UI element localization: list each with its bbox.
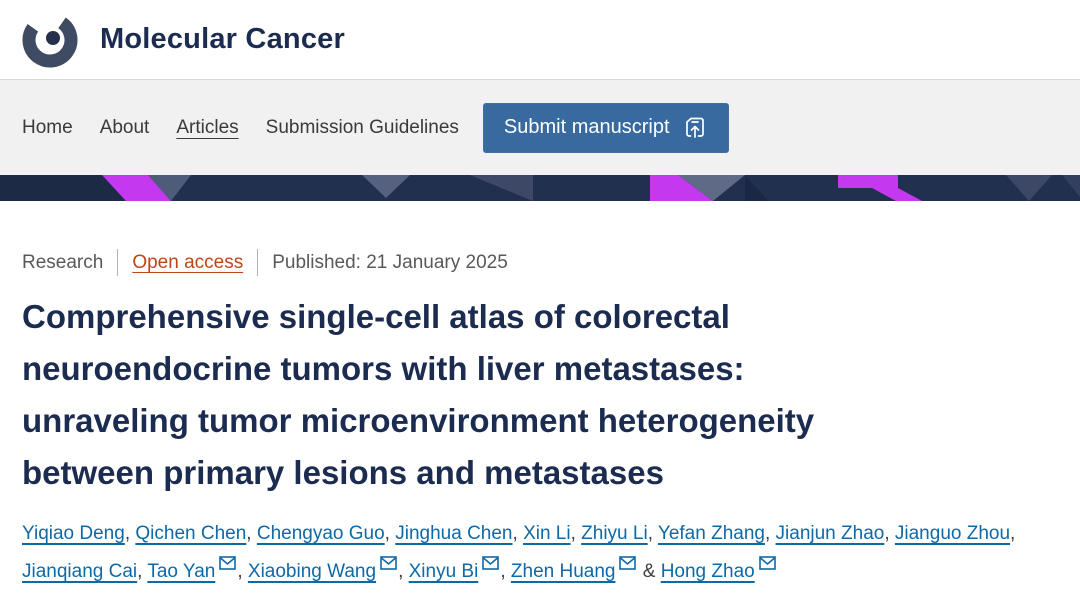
author-separator: ,	[764, 523, 776, 544]
email-icon-wrap[interactable]	[758, 556, 776, 570]
email-icon[interactable]	[619, 556, 637, 570]
open-access-link[interactable]: Open access	[132, 251, 244, 273]
email-icon[interactable]	[758, 556, 776, 570]
author-separator: ,	[124, 523, 136, 544]
author-separator: ,	[500, 561, 511, 582]
meta-divider	[257, 249, 259, 276]
author-link[interactable]: Jianjun Zhao	[775, 523, 885, 544]
author-link[interactable]: Chengyao Guo	[256, 523, 385, 544]
submit-manuscript-icon	[685, 117, 704, 138]
author-link[interactable]: Jianguo Zhou	[894, 523, 1011, 544]
journal-title: Molecular Cancer	[100, 23, 345, 55]
author-separator: ,	[647, 523, 658, 544]
article-header: Research Open access Published: 21 Janua…	[0, 201, 1080, 591]
author-link[interactable]: Jianqiang Cai	[22, 561, 138, 582]
email-icon-wrap[interactable]	[380, 556, 397, 570]
email-icon-wrap[interactable]	[482, 556, 500, 570]
author-separator: ,	[570, 523, 582, 544]
nav-item-about[interactable]: About	[99, 116, 150, 138]
published-date: Published: 21 January 2025	[272, 251, 508, 273]
author-separator: &	[637, 561, 661, 582]
author-separator: ,	[1010, 523, 1016, 544]
author-separator: ,	[137, 561, 148, 582]
submit-manuscript-label: Submit manuscript	[503, 116, 670, 138]
email-icon[interactable]	[482, 556, 500, 570]
email-icon-wrap[interactable]	[219, 556, 237, 570]
author-link[interactable]: Xiaobing Wang	[247, 561, 377, 582]
author-link[interactable]: Hong Zhao	[660, 561, 755, 582]
author-link[interactable]: Tao Yan	[147, 561, 216, 582]
article-title-line: neuroendocrine tumors with liver metasta…	[22, 350, 745, 387]
nav-item-articles[interactable]: Articles	[176, 116, 239, 138]
article-meta: Research Open access Published: 21 Janua…	[22, 249, 1058, 276]
email-icon[interactable]	[380, 556, 397, 570]
author-separator: ,	[237, 561, 248, 582]
article-title-line: Comprehensive single-cell atlas of color…	[22, 298, 730, 335]
article-title-line: unraveling tumor microenvironment hetero…	[22, 402, 815, 439]
author-link[interactable]: Yiqiao Deng	[22, 523, 125, 544]
nav-item-home[interactable]: Home	[22, 116, 73, 138]
journal-header: Molecular Cancer	[0, 0, 1080, 79]
nav-item-submission-guidelines[interactable]: Submission Guidelines	[265, 116, 459, 138]
author-separator: ,	[246, 523, 257, 544]
author-link[interactable]: Zhiyu Li	[581, 523, 648, 544]
meta-divider	[117, 249, 119, 276]
author-link[interactable]: Xinyu Bi	[408, 561, 479, 582]
molecular-cancer-logo-icon	[22, 11, 78, 67]
submit-manuscript-button[interactable]: Submit manuscript	[482, 102, 729, 153]
banner-decoration	[0, 175, 1080, 201]
email-icon[interactable]	[219, 556, 237, 570]
article-type: Research	[22, 251, 104, 273]
author-separator: ,	[398, 561, 409, 582]
author-separator: ,	[884, 523, 895, 544]
article-title-line: between primary lesions and metastases	[22, 454, 664, 491]
author-separator: ,	[384, 523, 396, 544]
nav-links: Home About Articles Submission Guidelines	[22, 117, 459, 139]
article-title: Comprehensive single-cell atlas of color…	[22, 291, 1058, 499]
author-list: Yiqiao Deng, Qichen Chen, Chengyao Guo, …	[22, 515, 1058, 591]
author-link[interactable]: Yefan Zhang	[657, 523, 765, 544]
author-link[interactable]: Jinghua Chen	[395, 523, 513, 544]
main-nav: Home About Articles Submission Guidelines S…	[0, 79, 1080, 175]
author-separator: ,	[512, 523, 524, 544]
email-icon-wrap[interactable]	[619, 556, 637, 570]
author-link[interactable]: Zhen Huang	[510, 561, 616, 582]
author-link[interactable]: Qichen Chen	[135, 523, 247, 544]
author-link[interactable]: Xin Li	[523, 523, 571, 544]
